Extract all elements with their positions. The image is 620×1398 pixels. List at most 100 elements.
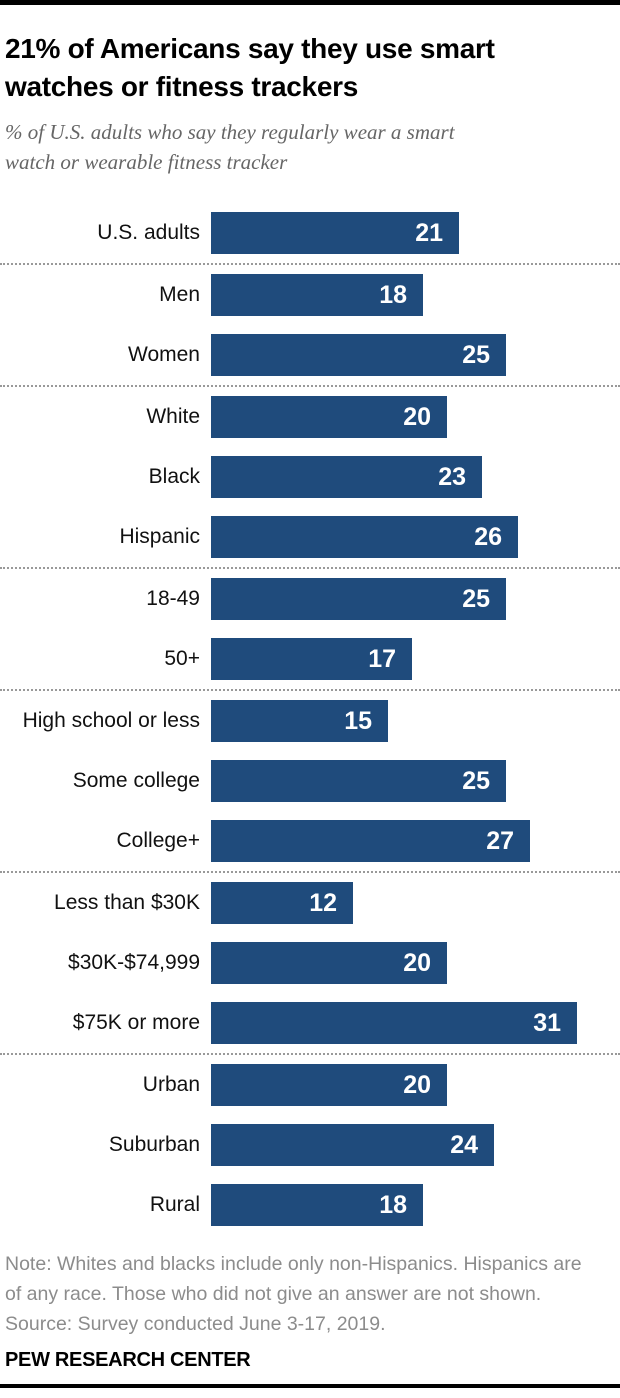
bar-track: 18 <box>211 274 620 316</box>
bar: 21 <box>211 212 459 254</box>
bar-row: Less than $30K 12 <box>0 873 620 933</box>
category-label: College+ <box>116 829 200 852</box>
category-label: Women <box>128 343 200 366</box>
category-label: Black <box>148 465 200 488</box>
bar-value-label: 15 <box>344 706 372 735</box>
group-separator <box>0 567 620 569</box>
bar-value-label: 21 <box>415 218 443 247</box>
bar: 15 <box>211 700 388 742</box>
category-label: High school or less <box>22 709 200 732</box>
category-label: Urban <box>142 1073 200 1096</box>
bar-track: 20 <box>211 1064 620 1106</box>
chart-note: Note: Whites and blacks include only non… <box>5 1253 582 1305</box>
category-label: Men <box>159 283 200 306</box>
chart-header: 21% of Americans say they use smart watc… <box>0 30 620 177</box>
bar: 20 <box>211 1064 447 1106</box>
group-separator <box>0 263 620 265</box>
bar-row: 50+ 17 <box>0 629 620 689</box>
bar-row: Black 23 <box>0 447 620 507</box>
bar-row: Women 25 <box>0 325 620 385</box>
bar-track: 25 <box>211 334 620 376</box>
bar-value-label: 25 <box>462 340 490 369</box>
bar-value-label: 12 <box>309 888 337 917</box>
bar-value-label: 17 <box>368 644 396 673</box>
bar-value-label: 18 <box>379 280 407 309</box>
category-label: Rural <box>149 1193 200 1216</box>
bar-row: Rural 18 <box>0 1175 620 1235</box>
bar-value-label: 27 <box>486 826 514 855</box>
bar-track: 27 <box>211 820 620 862</box>
bar-value-label: 20 <box>403 1070 431 1099</box>
chart-source: Source: Survey conducted June 3-17, 2019… <box>5 1313 386 1335</box>
bar-row: White 20 <box>0 387 620 447</box>
bar-track: 26 <box>211 516 620 558</box>
group-separator <box>0 871 620 873</box>
bar: 12 <box>211 882 353 924</box>
bar-track: 20 <box>211 942 620 984</box>
bar-row: High school or less 15 <box>0 691 620 751</box>
category-label: 18-49 <box>146 587 200 610</box>
group-separator <box>0 385 620 387</box>
bar: 31 <box>211 1002 577 1044</box>
bar: 17 <box>211 638 412 680</box>
bar-track: 23 <box>211 456 620 498</box>
bar-value-label: 25 <box>462 584 490 613</box>
category-label: $30K-$74,999 <box>68 951 200 974</box>
bar: 18 <box>211 1184 423 1226</box>
bar-value-label: 20 <box>403 948 431 977</box>
bar: 25 <box>211 334 506 376</box>
bar-row: 18-49 25 <box>0 569 620 629</box>
bar: 20 <box>211 396 447 438</box>
bar-track: 31 <box>211 1002 620 1044</box>
bar-row: Urban 20 <box>0 1055 620 1115</box>
category-label: 50+ <box>164 647 200 670</box>
bar-row: $75K or more 31 <box>0 993 620 1053</box>
bar: 25 <box>211 760 506 802</box>
chart-footer: Note: Whites and blacks include only non… <box>0 1249 620 1372</box>
bar-track: 15 <box>211 700 620 742</box>
bar-value-label: 23 <box>438 462 466 491</box>
bar: 18 <box>211 274 423 316</box>
brand-label: PEW RESEARCH CENTER <box>5 1349 251 1371</box>
bar-value-label: 24 <box>450 1130 478 1159</box>
bar: 24 <box>211 1124 494 1166</box>
bar-track: 25 <box>211 578 620 620</box>
group-separator <box>0 689 620 691</box>
bar-row: Some college 25 <box>0 751 620 811</box>
chart-title: 21% of Americans say they use smart watc… <box>5 33 495 102</box>
bar-value-label: 26 <box>474 522 502 551</box>
bar-row: Hispanic 26 <box>0 507 620 567</box>
category-label: White <box>146 405 200 428</box>
bar: 26 <box>211 516 518 558</box>
category-label: Some college <box>72 769 200 792</box>
bar-track: 17 <box>211 638 620 680</box>
bar: 27 <box>211 820 530 862</box>
bar: 23 <box>211 456 482 498</box>
bar-chart: U.S. adults 21 Men 18 Women 25 White 20 Black 23 H… <box>0 203 620 1235</box>
bar-value-label: 20 <box>403 402 431 431</box>
bar-value-label: 18 <box>379 1190 407 1219</box>
bar-track: 21 <box>211 212 620 254</box>
bar-row: College+ 27 <box>0 811 620 871</box>
bar-value-label: 25 <box>462 766 490 795</box>
bar-row: U.S. adults 21 <box>0 203 620 263</box>
bar-row: $30K-$74,999 20 <box>0 933 620 993</box>
bar-track: 18 <box>211 1184 620 1226</box>
category-label: U.S. adults <box>97 221 200 244</box>
top-rule <box>0 0 620 5</box>
bar: 25 <box>211 578 506 620</box>
bottom-rule <box>0 1384 620 1388</box>
bar-track: 24 <box>211 1124 620 1166</box>
category-label: Less than $30K <box>54 891 200 914</box>
bar-track: 25 <box>211 760 620 802</box>
bar: 20 <box>211 942 447 984</box>
category-label: Hispanic <box>119 525 200 548</box>
bar-row: Men 18 <box>0 265 620 325</box>
bar-track: 20 <box>211 396 620 438</box>
category-label: Suburban <box>108 1133 200 1156</box>
bar-value-label: 31 <box>533 1008 561 1037</box>
bar-row: Suburban 24 <box>0 1115 620 1175</box>
chart-subtitle: % of U.S. adults who say they regularly … <box>5 120 455 174</box>
group-separator <box>0 1053 620 1055</box>
